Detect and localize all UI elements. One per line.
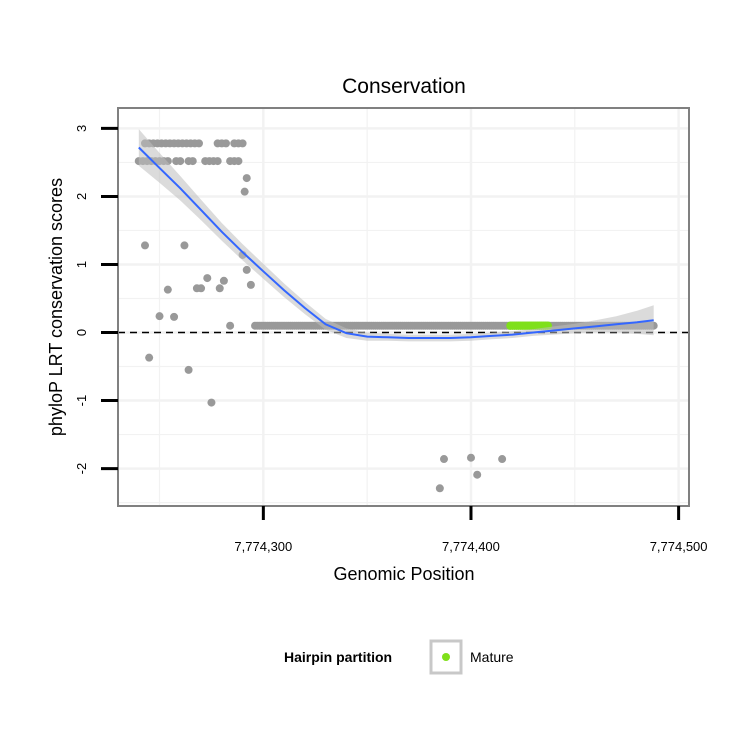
data-point (194, 139, 203, 148)
legend: Hairpin partition Mature (284, 639, 514, 675)
data-point (188, 157, 197, 166)
data-point (221, 139, 230, 148)
y-axis-title: phyloP LRT conservation scores (46, 178, 66, 436)
data-point (473, 470, 482, 479)
data-point (226, 321, 235, 330)
y-tick-label: 0 (74, 329, 89, 336)
data-point (238, 139, 247, 148)
data-point (435, 484, 444, 493)
y-tick-label: 1 (74, 261, 89, 268)
data-point (219, 276, 228, 285)
x-tick-label: 7,774,300 (234, 539, 292, 554)
data-point (466, 453, 475, 462)
data-point (246, 280, 255, 289)
x-axis: 7,774,300 7,774,400 7,774,500 (234, 506, 708, 554)
legend-title: Hairpin partition (284, 649, 392, 665)
data-point (203, 274, 212, 283)
data-point (213, 157, 222, 166)
data-point (170, 312, 179, 321)
data-point (242, 265, 251, 274)
legend-label-mature: Mature (470, 649, 514, 665)
data-point (215, 284, 224, 293)
grid-lines (118, 108, 689, 506)
data-point (176, 157, 185, 166)
y-tick-label: 3 (74, 125, 89, 132)
data-point (240, 187, 249, 196)
chart-title: Conservation (342, 75, 466, 98)
data-point (234, 157, 243, 166)
x-tick-label: 7,774,500 (650, 539, 708, 554)
data-point (140, 241, 149, 250)
x-tick-label: 7,774,400 (442, 539, 500, 554)
data-point (197, 284, 206, 293)
data-point (439, 455, 448, 464)
smooth-confidence-ribbon (138, 129, 654, 342)
plot-panel (118, 108, 689, 506)
y-tick-label: -2 (74, 463, 89, 475)
y-axis: -2 -1 0 1 2 3 (74, 125, 118, 475)
y-tick-label: 2 (74, 193, 89, 200)
y-tick-label: -1 (74, 395, 89, 407)
smooth-fit-layer (138, 129, 654, 342)
data-point (498, 455, 507, 464)
legend-key-mature (429, 639, 463, 675)
mature-region-layer (506, 321, 553, 330)
x-axis-title: Genomic Position (333, 564, 474, 584)
data-point (242, 174, 251, 183)
data-point (180, 241, 189, 250)
data-point (184, 365, 193, 374)
plot-panel-border (117, 107, 690, 507)
legend-key-mature-dot (442, 653, 450, 661)
data-point (163, 285, 172, 294)
data-point (155, 312, 164, 321)
data-point (207, 398, 216, 407)
data-point (145, 353, 154, 362)
smooth-fit-line (138, 146, 654, 339)
